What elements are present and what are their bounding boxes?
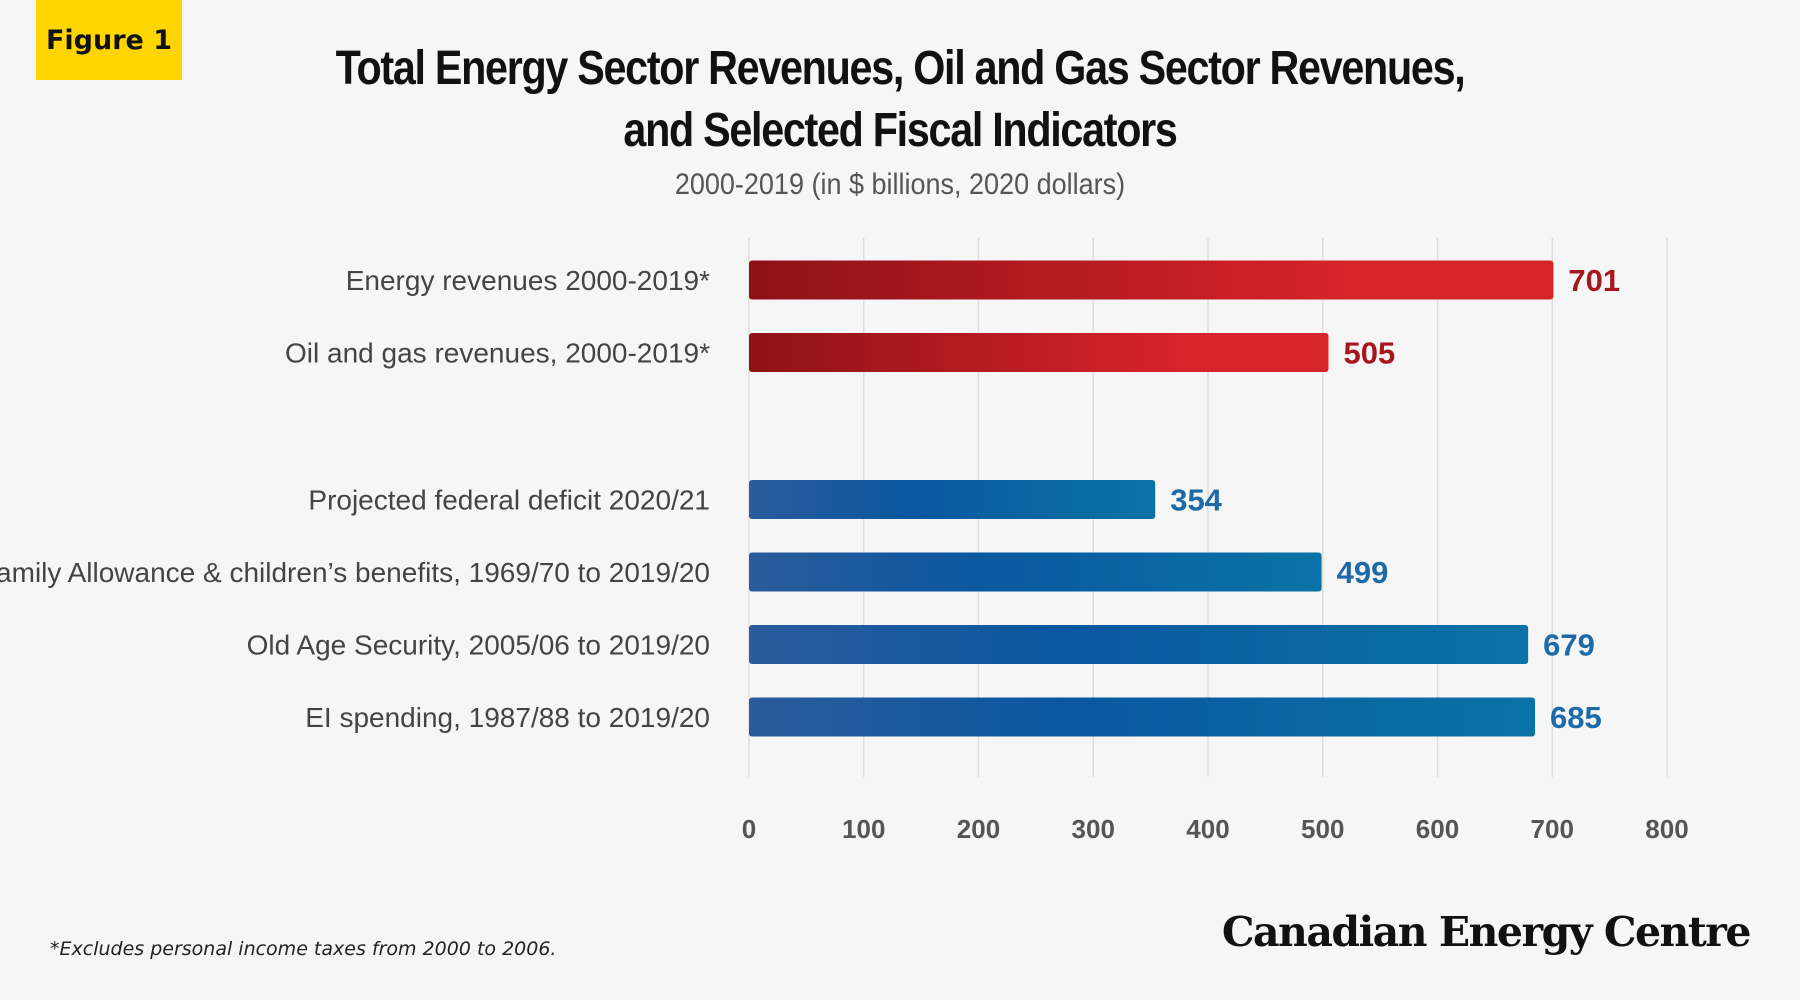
bar <box>749 333 1329 372</box>
title-line-2: and Selected Fiscal Indicators <box>623 104 1177 157</box>
x-tick-label: 800 <box>1645 814 1688 844</box>
value-label: 685 <box>1550 700 1602 735</box>
value-label: 679 <box>1543 628 1595 663</box>
chart-subtitle: 2000-2019 (in $ billions, 2020 dollars) <box>674 168 1126 201</box>
x-tick-label: 700 <box>1531 814 1574 844</box>
x-tick-label: 100 <box>842 814 885 844</box>
bar-chart: 0 100 200 300 400 500 600 700 800 Energy revenues… <box>0 238 1689 844</box>
category-label: Old Age Security, 2005/06 to 2019/20 <box>247 630 710 661</box>
category-label: Projected federal deficit 2020/21 <box>308 485 710 516</box>
bar <box>749 625 1529 664</box>
x-tick-label: 600 <box>1416 814 1459 844</box>
category-label: Oil and gas revenues, 2000-2019* <box>285 338 710 369</box>
bar <box>749 697 1536 737</box>
x-tick-label: 0 <box>742 814 756 844</box>
category-label: EI spending, 1987/88 to 2019/20 <box>305 702 710 733</box>
figure-badge: Figure 1 <box>36 0 182 80</box>
x-tick-label: 500 <box>1301 814 1344 844</box>
x-tick-label: 200 <box>957 814 1000 844</box>
chart-title: Total Energy Sector Revenues, Oil and Ga… <box>332 38 1467 162</box>
x-tick-label: 300 <box>1072 814 1115 844</box>
title-line-1: Total Energy Sector Revenues, Oil and Ga… <box>335 42 1466 95</box>
value-label: 701 <box>1568 263 1620 298</box>
value-label: 499 <box>1337 555 1389 590</box>
bar <box>749 552 1322 592</box>
value-label: 354 <box>1170 483 1222 518</box>
footnote: *Excludes personal income taxes from 200… <box>50 938 557 960</box>
value-label: 505 <box>1343 336 1395 371</box>
x-tick-label: 400 <box>1186 814 1229 844</box>
brand-logo: Canadian Energy Centre <box>1221 908 1752 956</box>
category-label: Family Allowance & children’s benefits, … <box>0 557 710 588</box>
bar <box>749 260 1554 300</box>
category-label: Energy revenues 2000-2019* <box>346 265 710 296</box>
bar <box>749 480 1156 519</box>
